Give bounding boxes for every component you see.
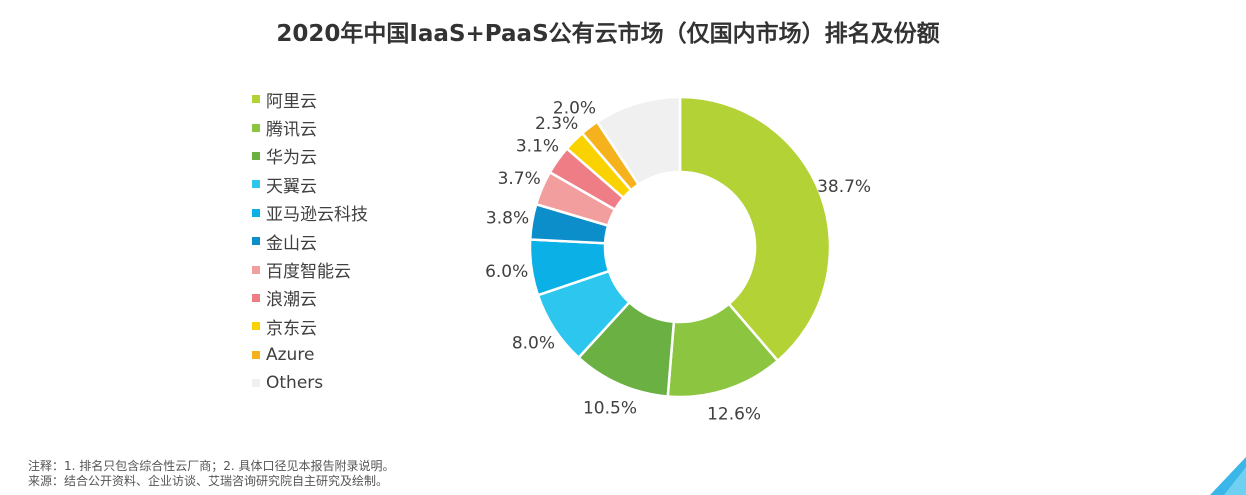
legend-swatch bbox=[252, 180, 260, 189]
legend-swatch bbox=[252, 265, 260, 274]
legend-label: 浪潮云 bbox=[266, 290, 317, 311]
legend-label: 京东云 bbox=[266, 318, 317, 339]
donut-slice bbox=[678, 95, 832, 363]
legend-item: 百度智能云 bbox=[252, 255, 368, 283]
slice-label: 6.0% bbox=[485, 262, 528, 282]
legend-item: 腾讯云 bbox=[252, 113, 368, 141]
chart-legend: 阿里云腾讯云华为云天翼云亚马逊云科技 金山云百度智能云浪潮云京东云 Azure Oth… bbox=[252, 85, 368, 397]
legend-swatch bbox=[252, 293, 260, 302]
legend-label: 金山云 bbox=[266, 233, 317, 254]
legend-swatch bbox=[252, 322, 260, 331]
chart-title: 2020年中国IaaS+PaaS公有云市场（仅国内市场）排名及份额 bbox=[276, 21, 940, 47]
legend-label: 天翼云 bbox=[266, 176, 317, 197]
slice-label: 10.5% bbox=[583, 398, 637, 418]
slice-label: 8.0% bbox=[512, 334, 555, 354]
legend-swatch bbox=[252, 379, 260, 388]
legend-label: 华为云 bbox=[266, 148, 317, 169]
note-line: 注释：1. 排名只包含综合性云厂商；2. 具体口径见本报告附录说明。 bbox=[28, 459, 395, 473]
footnote: 注释：1. 排名只包含综合性云厂商；2. 具体口径见本报告附录说明。 来源：结合… bbox=[28, 459, 395, 489]
slice-label: 12.6% bbox=[707, 404, 761, 424]
legend-label: 阿里云 bbox=[266, 91, 317, 112]
donut-slice bbox=[595, 95, 682, 187]
legend-item: 亚马逊云科技 bbox=[252, 199, 368, 227]
slice-label: 3.8% bbox=[486, 208, 529, 228]
source-line: 来源：结合公开资料、企业访谈、艾瑞咨询研究院自主研究及绘制。 bbox=[28, 474, 389, 488]
slice-label: 2.3% bbox=[535, 114, 578, 134]
legend-item: 天翼云 bbox=[252, 170, 368, 198]
legend-label: 百度智能云 bbox=[266, 262, 351, 283]
legend-swatch bbox=[252, 151, 260, 160]
legend-item: 阿里云 bbox=[252, 85, 368, 113]
legend-label: 腾讯云 bbox=[266, 120, 317, 141]
legend-item: 浪潮云 bbox=[252, 284, 368, 312]
slice-label: 2.0% bbox=[553, 98, 596, 118]
slice-label: 3.7% bbox=[498, 169, 541, 189]
legend-item: Others bbox=[252, 369, 368, 397]
legend-swatch bbox=[252, 237, 260, 246]
legend-label: Azure bbox=[266, 344, 315, 365]
legend-label: Others bbox=[266, 373, 324, 394]
legend-item: 金山云 bbox=[252, 227, 368, 255]
slice-label: 3.1% bbox=[516, 136, 559, 156]
legend-swatch bbox=[252, 95, 260, 104]
legend-item: Azure bbox=[252, 341, 368, 369]
legend-swatch bbox=[252, 123, 260, 132]
legend-item: 华为云 bbox=[252, 142, 368, 170]
legend-label: 亚马逊云科技 bbox=[266, 205, 368, 226]
legend-swatch bbox=[252, 208, 260, 217]
slice-label: 38.7% bbox=[817, 177, 871, 197]
legend-item: 京东云 bbox=[252, 312, 368, 340]
legend-swatch bbox=[252, 350, 260, 359]
corner-decoration bbox=[1210, 457, 1246, 495]
